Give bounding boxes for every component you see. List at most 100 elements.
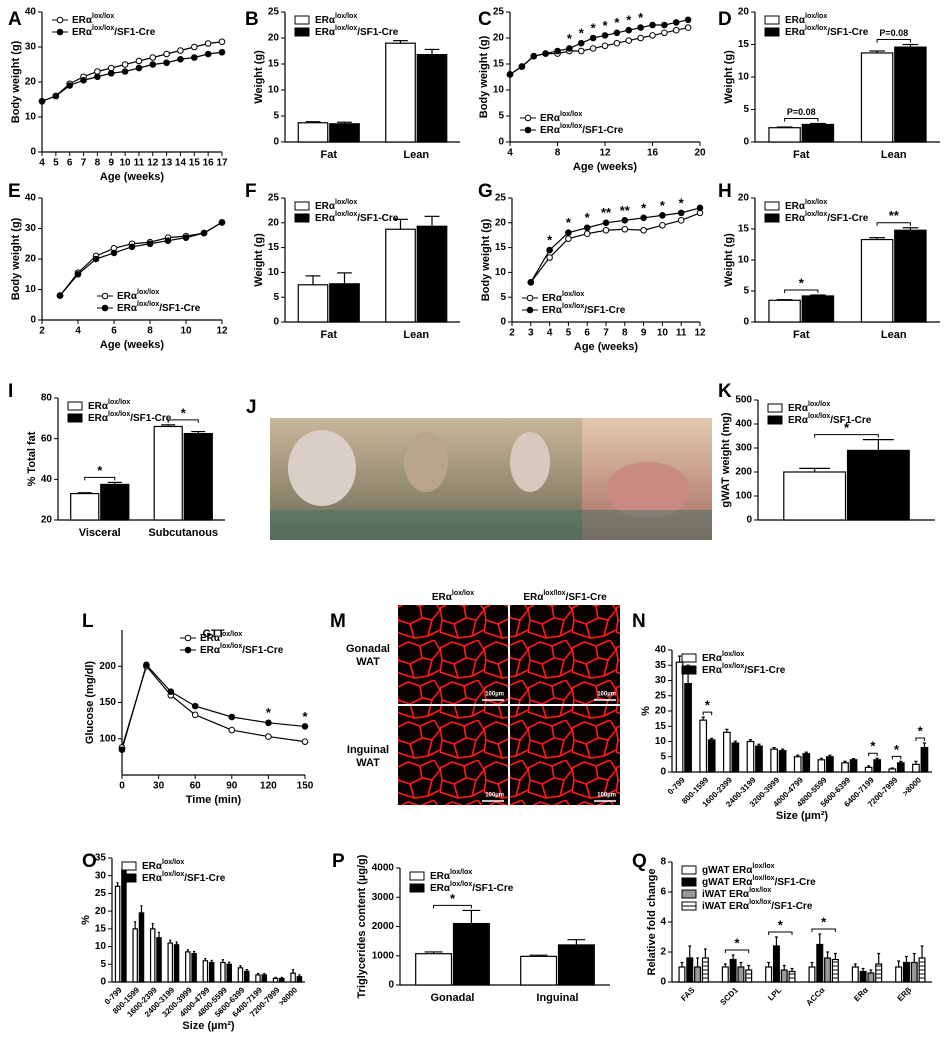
bar	[243, 970, 250, 983]
series-line	[509, 27, 689, 75]
significance-bracket	[915, 737, 925, 742]
data-point	[613, 29, 621, 37]
legend-label: ERαlox/lox/SF1-Cre	[88, 411, 172, 423]
legend-label: ERαlox/lox/SF1-Cre	[315, 25, 399, 37]
bar	[329, 283, 360, 323]
data-point	[602, 226, 610, 234]
legend-swatch	[294, 213, 310, 223]
data-point	[191, 43, 198, 51]
bar	[173, 944, 180, 983]
significance-bracket	[891, 755, 902, 760]
y-axis-label: Body weight (g)	[480, 218, 492, 301]
x-axis-label: Age (weeks)	[574, 341, 639, 353]
data-point	[530, 52, 538, 60]
bar	[780, 969, 788, 983]
y-tick-label: 40	[655, 645, 667, 656]
data-point	[601, 32, 609, 39]
significance: *	[450, 891, 456, 906]
data-point	[74, 270, 82, 278]
y-tick-label: 20	[495, 217, 507, 228]
x-tick-label: Lean	[403, 149, 429, 161]
data-point	[177, 47, 184, 54]
legend-label: ERαlox/lox	[200, 631, 242, 643]
y-tick-label: 20	[25, 77, 37, 88]
legend-swatch	[681, 889, 697, 899]
bar	[826, 756, 834, 773]
y-axis-label: %	[80, 915, 92, 925]
significance-bracket	[433, 904, 472, 909]
y-tick-label: 20	[655, 706, 667, 717]
y-tick-label: 30	[655, 675, 667, 686]
data-point	[163, 59, 170, 67]
y-tick-label: 15	[738, 224, 750, 235]
significance: *	[734, 935, 740, 950]
data-point	[677, 209, 685, 217]
x-tick-label: 12	[694, 328, 706, 339]
micrographs	[398, 605, 620, 805]
data-point	[518, 63, 526, 70]
y-tick-label: 0	[500, 317, 506, 328]
y-tick-label: 0	[388, 980, 394, 991]
bar	[873, 759, 882, 773]
x-tick-label: 0	[119, 781, 125, 792]
legend-swatch	[121, 861, 137, 871]
panel-label: N	[632, 611, 646, 632]
legend-swatch	[681, 877, 697, 887]
y-tick-label: 20	[25, 254, 37, 265]
x-tick-label: 12	[147, 158, 159, 169]
x-tick-label: 8	[95, 158, 101, 169]
data-point	[602, 219, 610, 227]
significance: *	[266, 705, 272, 720]
bar	[261, 974, 268, 983]
y-tick-label: 15	[495, 242, 507, 253]
bar	[867, 972, 875, 983]
data-point	[135, 57, 143, 65]
x-tick-label: Lean	[403, 329, 429, 341]
bar	[910, 961, 918, 983]
y-tick-label: 2	[660, 947, 666, 958]
y-tick-label: 0	[100, 977, 106, 988]
y-tick-label: 80	[41, 393, 53, 404]
significance-bracket	[167, 419, 199, 423]
data-point	[621, 217, 629, 224]
significance: *	[97, 463, 103, 478]
legend-swatch	[294, 201, 310, 211]
data-point	[191, 711, 199, 719]
bar	[678, 966, 686, 983]
panel-label: H	[718, 181, 732, 202]
significance-bracket	[768, 931, 793, 935]
legend-swatch	[524, 126, 532, 134]
x-tick-label: 9	[641, 328, 647, 339]
photos	[270, 418, 712, 540]
scale-bar-label: 100µm	[485, 793, 504, 799]
photo	[270, 510, 712, 540]
x-tick-label: ERα	[852, 985, 870, 1003]
data-point	[672, 19, 680, 26]
series-line	[41, 41, 223, 102]
y-tick-label: 400	[735, 419, 752, 430]
x-tick-label: 2	[39, 326, 45, 337]
y-axis-label: Weight (g)	[723, 233, 735, 287]
significance: *	[181, 405, 187, 420]
y-tick-label: 3000	[372, 892, 395, 903]
panel-label: O	[82, 851, 97, 872]
bar	[226, 963, 232, 983]
data-point	[565, 235, 572, 242]
y-tick-label: 20	[268, 33, 280, 44]
bar	[802, 753, 811, 773]
bar	[846, 449, 910, 521]
x-tick-label: >8000	[901, 775, 924, 798]
significance-bracket	[784, 117, 819, 122]
y-tick-label: 40	[25, 193, 37, 204]
bar	[768, 299, 801, 323]
y-axis-label: Triglycerides content (µg/g)	[356, 854, 368, 998]
bar	[114, 885, 121, 983]
significance: *	[626, 13, 632, 28]
y-axis-label: Body weight (g)	[10, 40, 22, 123]
panel-label: B	[245, 9, 259, 30]
x-tick-label: 5	[53, 158, 59, 169]
data-point	[565, 229, 572, 237]
legend-swatch	[526, 294, 534, 302]
data-point	[566, 45, 573, 52]
bar	[557, 944, 595, 986]
